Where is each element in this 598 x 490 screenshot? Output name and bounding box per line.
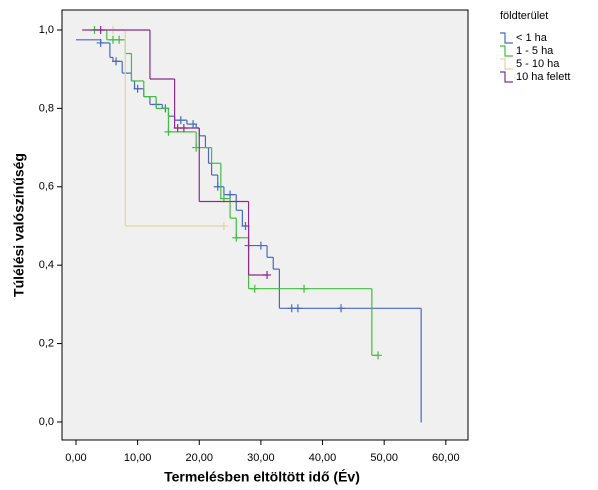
- legend-label: 5 - 10 ha: [516, 58, 560, 70]
- censor-mark: [112, 57, 121, 66]
- x-tick-label: 10,00: [124, 452, 152, 464]
- censor-mark: [189, 120, 198, 129]
- y-tick-label: 0,8: [39, 102, 54, 114]
- censor-mark: [96, 38, 105, 47]
- censor-mark: [179, 123, 188, 132]
- y-axis-title: Túlélési valószínűség: [11, 153, 27, 297]
- legend-title: földterület: [500, 10, 548, 22]
- y-tick-label: 0,4: [39, 259, 54, 271]
- legend-swatch: [500, 71, 513, 83]
- step-end: [420, 421, 422, 423]
- censor-mark: [133, 84, 142, 93]
- censor-mark: [263, 270, 272, 279]
- y-tick-label: 0,6: [39, 181, 54, 193]
- censor-mark: [226, 190, 235, 199]
- legend-swatch: [500, 58, 513, 70]
- legend-swatch: [500, 32, 513, 44]
- plot-area: [61, 9, 469, 441]
- censor-mark: [232, 233, 241, 242]
- x-tick-label: 20,00: [185, 452, 213, 464]
- censor-mark: [164, 127, 173, 136]
- censor-mark: [176, 116, 185, 125]
- censor-mark: [337, 304, 346, 313]
- x-tick-label: 40,00: [309, 452, 337, 464]
- legend-label: < 1 ha: [516, 32, 548, 44]
- x-tick-label: 60,00: [432, 452, 460, 464]
- x-tick-label: 50,00: [370, 452, 398, 464]
- censor-mark: [256, 241, 265, 250]
- censor-mark: [115, 35, 124, 44]
- censor-mark: [293, 304, 302, 313]
- legend-label: 10 ha felett: [516, 71, 570, 83]
- legend-label: 1 - 5 ha: [516, 45, 554, 57]
- censor-mark: [96, 25, 105, 34]
- legend-swatch: [500, 45, 513, 57]
- x-tick-label: 0,00: [65, 452, 86, 464]
- censor-mark: [300, 284, 309, 293]
- y-tick-label: 0,2: [39, 337, 54, 349]
- censor-mark: [219, 221, 228, 230]
- y-tick-label: 1,0: [39, 24, 54, 36]
- y-tick-label: 0,0: [39, 416, 54, 428]
- x-axis-title: Termelésben eltöltött idő (Év): [164, 469, 360, 485]
- censor-mark: [250, 284, 259, 293]
- censor-mark: [374, 351, 383, 360]
- x-tick-label: 30,00: [247, 452, 275, 464]
